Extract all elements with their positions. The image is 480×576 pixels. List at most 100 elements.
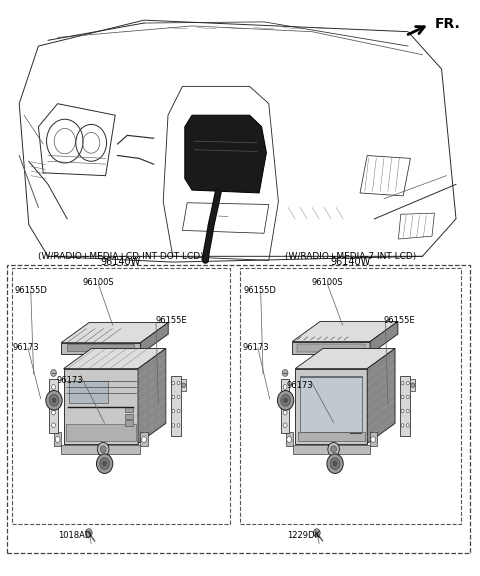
Circle shape [284,398,288,403]
Circle shape [177,395,180,399]
Bar [370,432,377,446]
Text: 1229DK: 1229DK [288,531,320,540]
Text: (W/RADIO+MEDIA+CD-INT DOT LCD): (W/RADIO+MEDIA+CD-INT DOT LCD) [38,252,204,261]
Bar [298,432,365,441]
Text: 96173: 96173 [242,343,269,353]
Polygon shape [63,348,166,369]
Circle shape [406,395,409,399]
Circle shape [52,398,56,403]
Circle shape [327,454,343,473]
Polygon shape [61,445,140,454]
Bar [124,420,133,426]
Circle shape [100,458,109,469]
Circle shape [283,397,287,402]
Circle shape [330,458,340,469]
Bar [281,379,289,433]
Bar [286,432,293,446]
Circle shape [401,395,404,399]
Text: 96100S: 96100S [83,278,114,287]
Circle shape [333,461,337,466]
Circle shape [277,391,294,410]
Circle shape [85,529,92,537]
Circle shape [328,442,339,456]
Polygon shape [295,369,367,444]
Polygon shape [61,323,168,343]
Circle shape [172,424,175,427]
Bar [400,376,410,437]
Polygon shape [367,348,395,444]
Text: 96155D: 96155D [14,286,47,295]
Circle shape [282,370,288,377]
Bar [124,407,133,412]
Bar [410,380,415,391]
Circle shape [313,529,320,537]
Bar [300,376,362,432]
Circle shape [401,424,404,427]
Circle shape [52,385,56,389]
Polygon shape [61,343,140,354]
Polygon shape [370,321,398,354]
Circle shape [177,409,180,412]
Circle shape [172,395,175,399]
Circle shape [181,383,185,388]
Circle shape [49,395,59,406]
Circle shape [283,423,287,427]
Circle shape [177,424,180,427]
Circle shape [331,446,336,453]
Text: 96155E: 96155E [155,316,187,325]
Circle shape [100,446,106,453]
Text: 96173: 96173 [287,381,313,391]
Polygon shape [292,321,398,342]
Circle shape [97,442,109,456]
Bar [171,376,181,437]
Circle shape [172,409,175,412]
Circle shape [52,397,56,402]
Circle shape [406,409,409,412]
Text: 96100S: 96100S [311,278,343,287]
Text: 1018AD: 1018AD [58,531,91,540]
Polygon shape [297,344,365,352]
Bar [54,432,61,446]
Circle shape [142,437,146,442]
Text: 96140W: 96140W [101,257,141,267]
Circle shape [55,437,60,442]
Circle shape [103,461,107,466]
Circle shape [411,383,415,388]
Circle shape [287,437,291,442]
Text: 96140W: 96140W [330,257,371,267]
Polygon shape [140,323,168,354]
Circle shape [281,395,290,406]
Polygon shape [293,445,370,454]
Circle shape [46,391,62,410]
Polygon shape [63,369,138,444]
Circle shape [401,409,404,412]
Text: FR.: FR. [434,17,460,31]
Circle shape [406,424,409,427]
Circle shape [177,381,180,385]
Text: 96173: 96173 [12,343,39,353]
Text: 96155E: 96155E [384,316,416,325]
Bar [181,380,186,391]
Text: 96155D: 96155D [243,286,276,295]
Polygon shape [185,115,266,193]
Circle shape [52,410,56,415]
Bar [124,414,133,419]
Circle shape [283,385,287,389]
Polygon shape [292,342,370,354]
Bar [140,432,148,446]
Circle shape [52,423,56,427]
Text: 96173: 96173 [56,376,83,385]
Bar [70,381,108,403]
Polygon shape [295,348,395,369]
Circle shape [401,381,404,385]
Circle shape [406,381,409,385]
Bar [49,379,58,433]
Circle shape [371,437,375,442]
Circle shape [51,370,57,377]
Circle shape [283,410,287,415]
Circle shape [172,381,175,385]
Polygon shape [67,344,134,351]
Text: (W/RADIO+MEDIA-7 INT LCD): (W/RADIO+MEDIA-7 INT LCD) [285,252,416,261]
Polygon shape [138,348,166,444]
Bar [66,424,135,441]
